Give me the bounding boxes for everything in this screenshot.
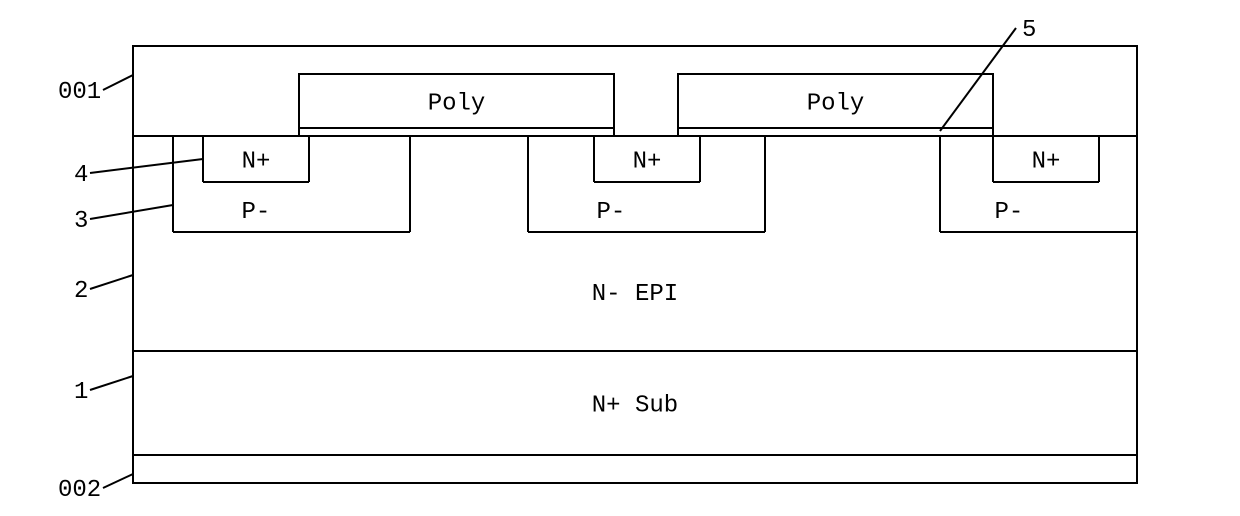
- callout-text-5: 002: [58, 477, 101, 504]
- p-well-label-0: P-: [242, 199, 271, 226]
- nplus-label-1: N+: [633, 148, 662, 175]
- callout-leader-1: [90, 159, 203, 173]
- p-well-label-2: P-: [995, 199, 1024, 226]
- callout-leader-5: [103, 474, 133, 488]
- callout-text-3: 2: [74, 278, 88, 305]
- callout-text-2: 3: [74, 208, 88, 235]
- callout-leader-3: [90, 275, 133, 289]
- callout-text-0: 001: [58, 79, 101, 106]
- callout-leader-2: [90, 205, 173, 219]
- epi-label: N- EPI: [592, 281, 678, 308]
- poly-label-1: Poly: [807, 90, 865, 117]
- sub-label: N+ Sub: [592, 392, 678, 419]
- nplus-label-0: N+: [242, 148, 271, 175]
- callout-leader-0: [103, 75, 133, 90]
- callout-leader-4: [90, 376, 133, 390]
- nplus-label-2: N+: [1032, 148, 1061, 175]
- callout-text-6: 5: [1022, 17, 1036, 44]
- callout-leader-6: [940, 28, 1016, 131]
- poly-label-0: Poly: [428, 90, 486, 117]
- callout-text-4: 1: [74, 379, 88, 406]
- callout-text-1: 4: [74, 162, 88, 189]
- p-well-label-1: P-: [597, 199, 626, 226]
